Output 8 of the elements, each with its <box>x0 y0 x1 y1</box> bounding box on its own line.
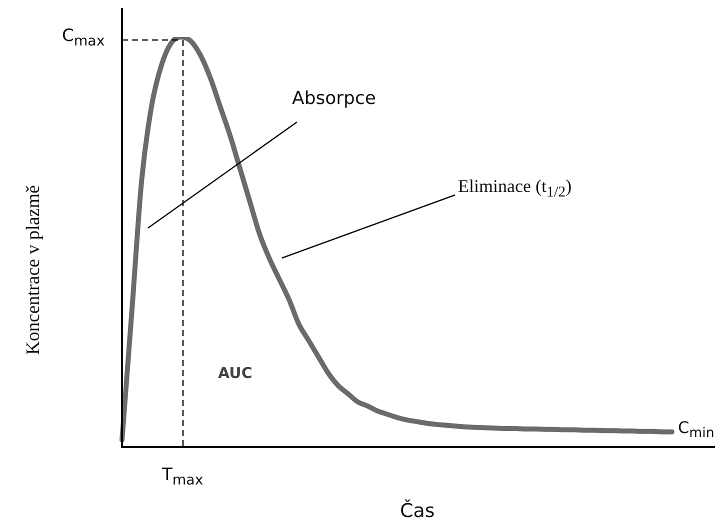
x-axis-title: Čas <box>400 500 435 522</box>
annotation: Eliminace (t$_{1/2}$) <box>458 176 572 202</box>
annotation: AUC <box>218 364 252 382</box>
text: T$_{max}$ <box>162 465 204 488</box>
text: C$_{min}$ <box>678 418 714 442</box>
annotation: Absorpce <box>292 88 376 109</box>
text: C$_{max}$ <box>62 26 105 50</box>
y-axis-title: Koncentrace v plazmě <box>23 185 45 355</box>
